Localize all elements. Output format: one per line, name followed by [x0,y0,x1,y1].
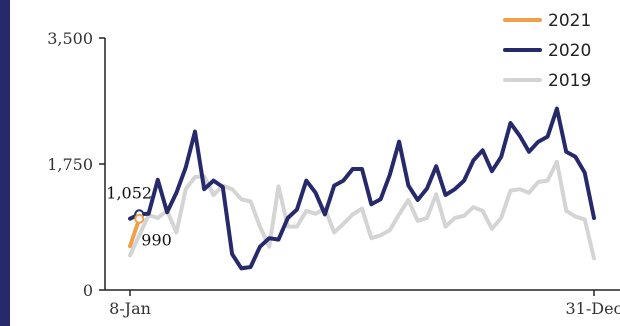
annotations: 1,052 990 [106,183,172,249]
series-line-2019 [128,159,596,261]
y-tick-label: 0 [83,281,93,300]
annotation-2020: 1,052 [106,183,152,202]
series-line-2020 [128,106,596,271]
annotation-2021: 990 [141,231,172,250]
series-lines [128,106,596,271]
legend-label-2021: 2021 [548,11,591,31]
legend-label-2020: 2020 [548,41,591,61]
x-tick-label: 31-Dec [565,299,620,318]
marker-2021 [134,213,145,224]
y-tick-label: 3,500 [47,29,93,48]
legend-label-2019: 2019 [548,71,591,91]
axes: 0 1,750 3,500 8-Jan 31-Dec [47,29,620,318]
legend: 2021 2020 2019 [503,11,591,91]
y-tick-label: 1,750 [47,155,93,174]
left-accent-bar [0,0,10,326]
x-tick-label: 8-Jan [109,299,151,318]
